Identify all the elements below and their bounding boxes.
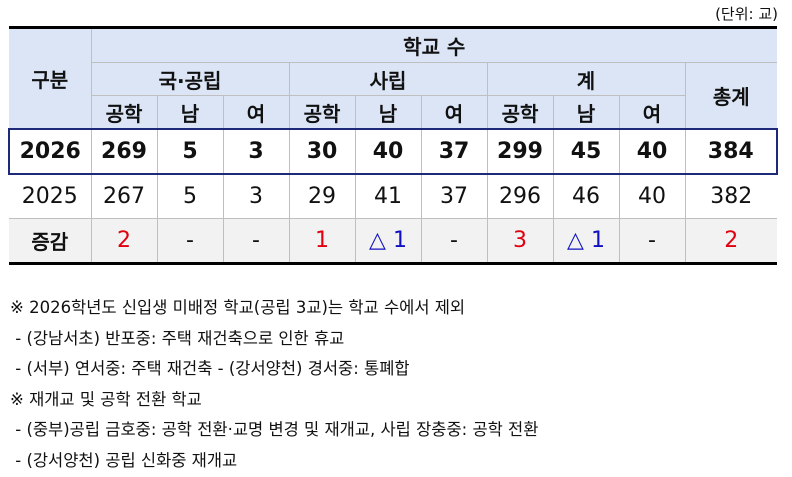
table-cell: 382 <box>684 173 778 219</box>
notes: ※ 2026학년도 신입생 미배정 학교(공립 3교)는 학교 수에서 제외 -… <box>10 293 538 476</box>
header-school-count: 학교 수 <box>90 26 778 63</box>
header-sum: 계 <box>486 62 686 96</box>
header-sub: 공학 <box>486 95 554 130</box>
table-cell: 40 <box>354 128 422 175</box>
table-cell: 3 <box>222 173 290 219</box>
header-sub: 공학 <box>288 95 356 130</box>
header-sub: 남 <box>354 95 422 130</box>
table-cell: 40 <box>618 128 686 175</box>
header-sub: 남 <box>552 95 620 130</box>
table-row-change: 증감 2- -1 △ 1-3 △ 1-2 <box>9 218 778 265</box>
header-sub: 여 <box>618 95 685 130</box>
header-private: 사립 <box>288 62 488 96</box>
table-cell: - <box>618 218 686 265</box>
table-cell: 5 <box>156 173 224 219</box>
table-cell: 45 <box>552 128 620 175</box>
unit-label: (단위: 교) <box>715 5 778 23</box>
header-sub: 공학 <box>91 95 158 130</box>
table-cell: 41 <box>354 173 422 219</box>
header-sub: 여 <box>420 95 488 130</box>
row-label: 2025 <box>9 173 92 219</box>
table-cell: △ 1 <box>552 218 620 265</box>
table-cell: 37 <box>420 128 488 175</box>
note-line: - (서부) 연서중: 주택 재건축 - (강서양천) 경서중: 통폐합 <box>10 359 410 378</box>
table-cell: 29 <box>288 173 356 219</box>
table-cell: 384 <box>684 128 779 175</box>
table-cell: - <box>420 218 488 265</box>
table-row-2025: 2025 267 5 3 29 41 37 296 46 40 382 <box>9 173 778 219</box>
table-cell: 2 <box>684 218 778 265</box>
note-line: - (강남서초) 반포중: 주택 재건축으로 인한 휴교 <box>10 328 345 348</box>
table-cell: 3 <box>222 128 290 175</box>
header-sub: 남 <box>156 95 224 130</box>
table-cell: 5 <box>156 128 224 175</box>
school-count-table: 구분 학교 수 국·공립 사립 계 총계 공학 남 여 공학 남 여 공학 남 여 2026 26… <box>8 26 779 265</box>
header-public: 국·공립 <box>91 62 290 96</box>
table-cell: 269 <box>90 128 158 175</box>
note-line: - (강서양천) 공립 신화중 재개교 <box>10 450 238 470</box>
table-cell: 30 <box>288 128 356 175</box>
table-cell: 3 <box>486 218 554 265</box>
table-cell: 267 <box>90 173 158 219</box>
row-label: 2026 <box>8 128 92 175</box>
table-cell: 296 <box>486 173 554 219</box>
table-row-2026: 2026 269 5 3 30 40 37 299 45 40 384 <box>8 128 779 175</box>
table-cell: - <box>222 218 290 265</box>
table-cell: 37 <box>420 173 488 219</box>
table-cell: 1 <box>288 218 356 265</box>
table-cell: 2 <box>90 218 158 265</box>
table-cell: 40 <box>618 173 686 219</box>
table-cell: △ 1 <box>354 218 422 265</box>
note-line: ※ 2026학년도 신입생 미배정 학교(공립 3교)는 학교 수에서 제외 <box>10 298 466 317</box>
note-line: - (중부)공립 금호중: 공학 전환·교명 변경 및 재개교, 사립 장충중:… <box>10 420 539 439</box>
header-total: 총계 <box>684 62 778 130</box>
table-cell: - <box>156 218 224 265</box>
header-category: 구분 <box>9 26 92 130</box>
row-label: 증감 <box>9 218 92 265</box>
table-cell: 46 <box>552 173 620 219</box>
header-sub: 여 <box>222 95 290 130</box>
table-cell: 299 <box>486 128 554 175</box>
note-line: ※ 재개교 및 공학 전환 학교 <box>10 389 202 409</box>
